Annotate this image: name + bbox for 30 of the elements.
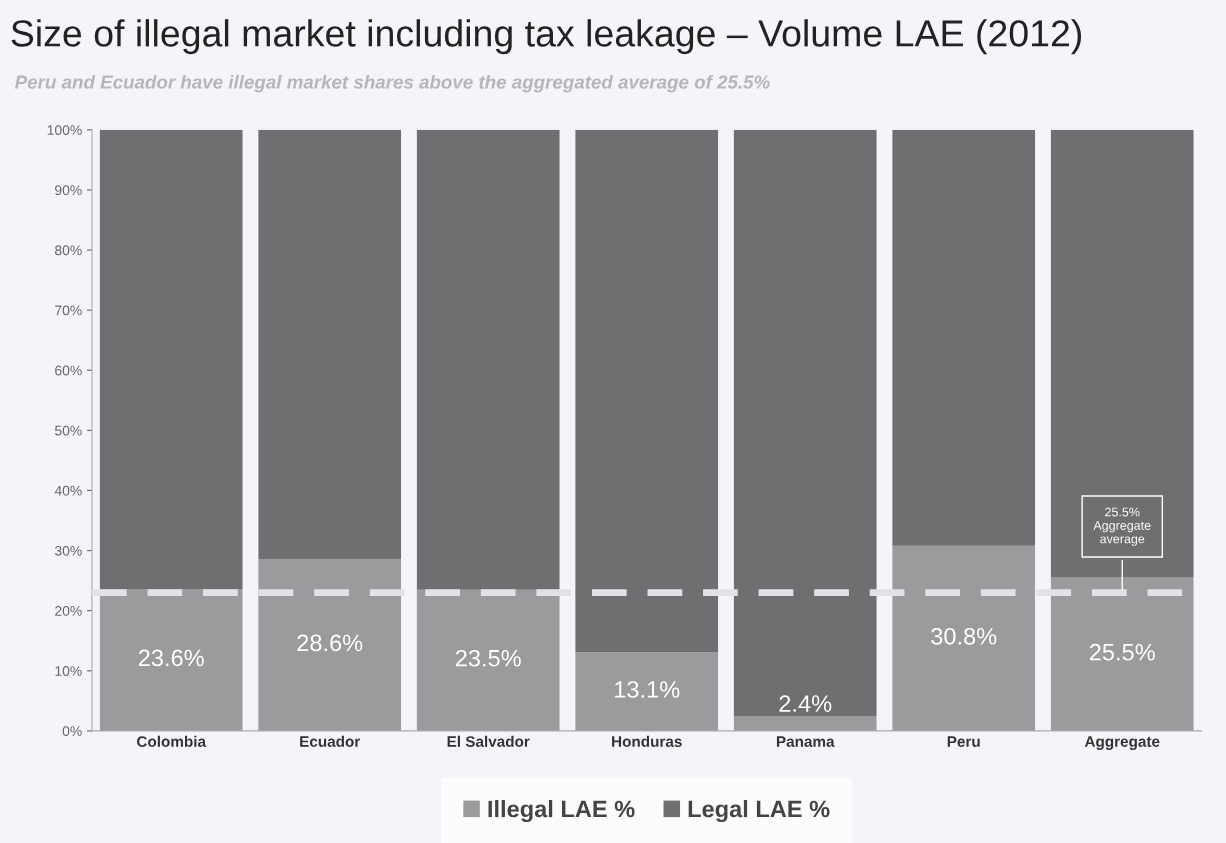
x-tick-label: Colombia [137,735,207,747]
y-tick-label: 30% [54,545,82,556]
y-tick-label: 100% [47,125,82,135]
data-label: 23.5% [455,649,521,667]
y-tick-label: 60% [55,365,82,376]
y-tick-label: 50% [54,425,82,436]
x-tick-label: Ecuador [300,735,361,747]
chart-subtitle: Peru and Ecuador have illegal market shares above the aggregated average of 25.5% [15,74,770,93]
y-tick-label: 10% [55,666,82,676]
y-tick-label: 80% [55,245,82,256]
data-label: 25.5% [1089,643,1155,661]
annotation: 25.5% Aggregate average [1093,507,1151,546]
data-label: 30.8% [931,627,997,645]
x-tick-label: Aggregate [1084,736,1160,750]
data-label: 2.4% [779,695,832,712]
data-label: 23.6% [138,649,204,667]
y-tick-label: 0% [62,726,82,737]
y-tick-label: 70% [55,305,82,316]
x-tick-label: Peru [947,736,980,747]
x-tick-label: El Salvador [447,735,530,747]
y-tick-label: 20% [55,606,82,616]
chart-title: Size of illegal market including tax leakage – Volume LAE (2012) [11,19,1082,55]
y-tick-label: 40% [54,485,82,496]
legend-label: Illegal LAE % [488,800,635,823]
y-tick-label: 90% [55,185,82,196]
legend-label: Legal LAE % [688,800,830,823]
data-label: 13.1% [615,681,680,698]
data-label: 28.6% [297,634,363,652]
x-tick-label: Honduras [612,735,682,747]
x-tick-label: Panama [776,736,835,747]
